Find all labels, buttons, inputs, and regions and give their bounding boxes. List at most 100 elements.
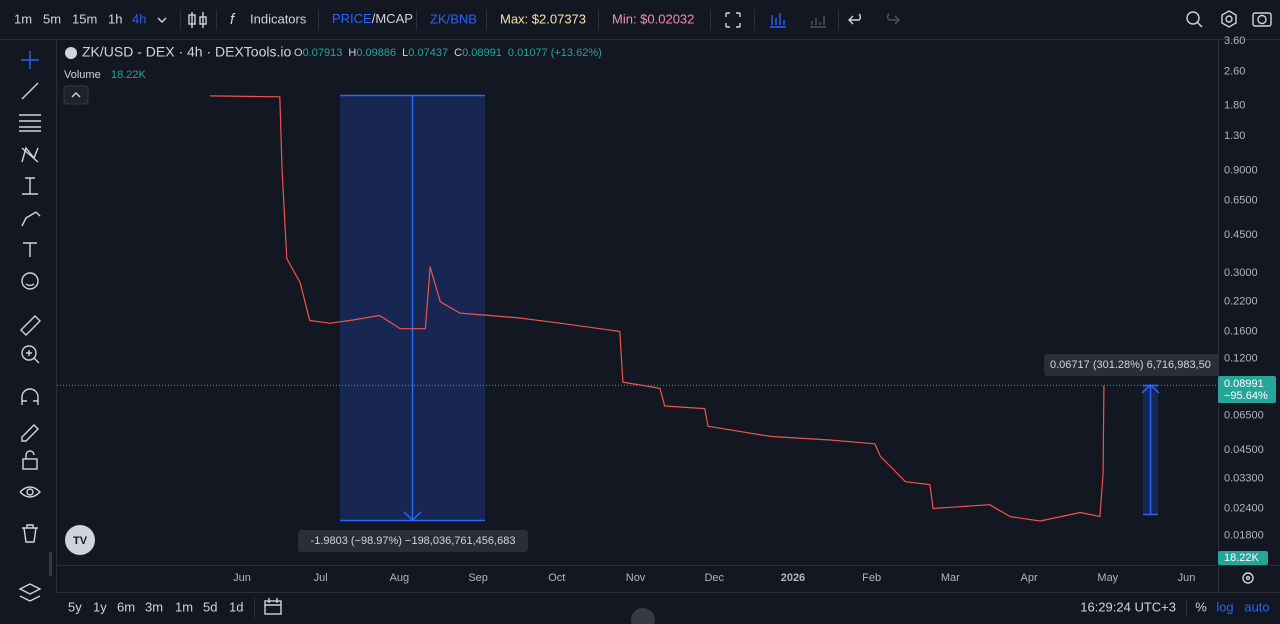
axis-settings[interactable] <box>1242 572 1254 584</box>
mcap-option[interactable]: /MCAP <box>372 11 413 26</box>
y-tick-label: 2.60 <box>1224 65 1245 77</box>
y-tick-label: 0.1200 <box>1224 352 1258 364</box>
brush-tool[interactable] <box>21 211 41 227</box>
interval-dropdown[interactable] <box>157 17 167 23</box>
y-tick-label: 0.04500 <box>1224 444 1264 456</box>
x-tick-label: Jul <box>314 572 328 584</box>
interval[interactable]: 1m <box>14 11 32 26</box>
y-tick-label: 1.80 <box>1224 100 1245 112</box>
bottom-bar: 5y 1y 6m 3m 1m 5d 1d 16:29:24 UTC+3 % lo… <box>68 598 1270 624</box>
y-tick-label: 0.03300 <box>1224 473 1264 485</box>
pair-switch[interactable]: ZK/BNB <box>430 11 477 26</box>
log-toggle[interactable]: log <box>1216 599 1233 614</box>
measure-label-box <box>298 530 528 552</box>
crosshair-tool[interactable] <box>21 51 39 69</box>
legend: ZK/USD - DEX · 4h · DEXTools.io O0.07913… <box>63 44 602 105</box>
range-button[interactable]: 1m <box>175 599 193 614</box>
pair-title: ZK/USD - DEX · 4h · DEXTools.io <box>82 44 291 60</box>
magnet-tool[interactable] <box>21 388 39 405</box>
range-button[interactable]: 5y <box>68 599 82 614</box>
x-tick-label: 2026 <box>781 572 805 584</box>
range-button[interactable]: 6m <box>117 599 135 614</box>
y-tick-label: 0.1600 <box>1224 325 1258 337</box>
chart-type-button[interactable] <box>188 12 207 28</box>
x-tick-label: Apr <box>1021 572 1038 584</box>
visibility-tool[interactable] <box>19 486 41 498</box>
x-tick-label: Aug <box>390 572 410 584</box>
projection-tool[interactable] <box>22 177 38 195</box>
pattern-tool[interactable] <box>21 146 39 163</box>
measure-arrow <box>1141 383 1160 516</box>
text-tool[interactable] <box>23 242 37 257</box>
interval[interactable]: 15m <box>72 11 97 26</box>
volume-badge-text: 18.22K <box>1224 552 1260 564</box>
range-button[interactable]: 1y <box>93 599 107 614</box>
ohlc-label: L <box>402 47 408 59</box>
volume-toggle[interactable] <box>770 13 786 28</box>
y-tick-label: 0.3000 <box>1224 267 1258 279</box>
indicators-icon[interactable]: f <box>230 11 236 28</box>
measure-label: 0.06717 (301.28%) 6,716,983,50 <box>1050 359 1211 371</box>
x-tick-label: May <box>1097 572 1118 584</box>
measure-label-clip: 0.06717 (301.28%) 6,716,983,50 <box>1044 354 1218 376</box>
percent-toggle[interactable]: % <box>1195 599 1207 614</box>
screenshot-button[interactable] <box>1252 12 1272 27</box>
interval[interactable]: 5m <box>43 11 61 26</box>
price-option[interactable]: PRICE <box>332 11 372 26</box>
y-tick-label: 3.60 <box>1224 35 1245 47</box>
pair-logo <box>65 47 77 59</box>
emoji-tool[interactable] <box>21 272 39 290</box>
delete-tool[interactable] <box>22 524 38 543</box>
range-button[interactable]: 1d <box>229 599 243 614</box>
interval-active[interactable]: 4h <box>132 11 146 26</box>
indicator-toggle[interactable] <box>810 16 826 28</box>
ohlc: O0.07913 H0.09886 L0.07437 C0.08991 0.01… <box>294 47 602 59</box>
min-price: Min: $0.02032 <box>612 11 694 26</box>
ohlc-value: 0.07913 <box>303 47 343 59</box>
measure-arrow <box>340 94 485 522</box>
x-tick-label: Oct <box>548 572 565 584</box>
x-tick-label: Jun <box>233 572 251 584</box>
y-tick-label: 0.6500 <box>1224 195 1258 207</box>
x-tick-label: Feb <box>862 572 881 584</box>
y-tick-label: 0.4500 <box>1224 229 1258 241</box>
collapse-icon <box>71 92 81 98</box>
y-tick-label: 0.2200 <box>1224 296 1258 308</box>
scroll-button[interactable] <box>631 608 655 624</box>
collapse-legend[interactable] <box>63 85 89 105</box>
indicators-button[interactable]: Indicators <box>250 11 307 26</box>
redo-button[interactable] <box>887 13 900 25</box>
drawing-toolbar <box>18 51 42 602</box>
interval[interactable]: 1h <box>108 11 122 26</box>
price-mcap-toggle[interactable]: PRICE/MCAP <box>332 11 413 26</box>
settings-button[interactable] <box>1221 10 1237 28</box>
fullscreen-button[interactable] <box>725 12 741 28</box>
x-tick-label: Mar <box>941 572 960 584</box>
range-button[interactable]: 3m <box>145 599 163 614</box>
goto-date[interactable] <box>264 598 282 615</box>
drawing-mode-tool[interactable] <box>21 424 39 442</box>
y-tick-label: 0.06500 <box>1224 409 1264 421</box>
volume-label: Volume <box>64 69 101 81</box>
ruler-tool[interactable] <box>20 315 41 336</box>
max-price: Max: $2.07373 <box>500 11 586 26</box>
ohlc-label: C <box>454 47 462 59</box>
zoom-tool[interactable] <box>21 345 40 364</box>
ohlc-value: 0.09886 <box>356 47 396 59</box>
last-price-badge <box>1218 376 1276 403</box>
measure-label: -1.9803 (−98.97%) −198,036,761,456,683 <box>311 535 516 547</box>
undo-button[interactable] <box>848 13 861 25</box>
search-button[interactable] <box>1186 11 1203 28</box>
range-button[interactable]: 5d <box>203 599 217 614</box>
trendline-tool[interactable] <box>21 82 39 100</box>
price-line <box>209 95 1105 522</box>
auto-toggle[interactable]: auto <box>1244 599 1269 614</box>
lock-tool[interactable] <box>22 450 38 470</box>
volume-value: 18.22K <box>111 69 147 81</box>
fib-tool[interactable] <box>19 114 41 132</box>
y-tick-label: 1.30 <box>1224 130 1245 142</box>
layers-button[interactable] <box>18 583 42 602</box>
clock: 16:29:24 UTC+3 <box>1080 599 1176 614</box>
